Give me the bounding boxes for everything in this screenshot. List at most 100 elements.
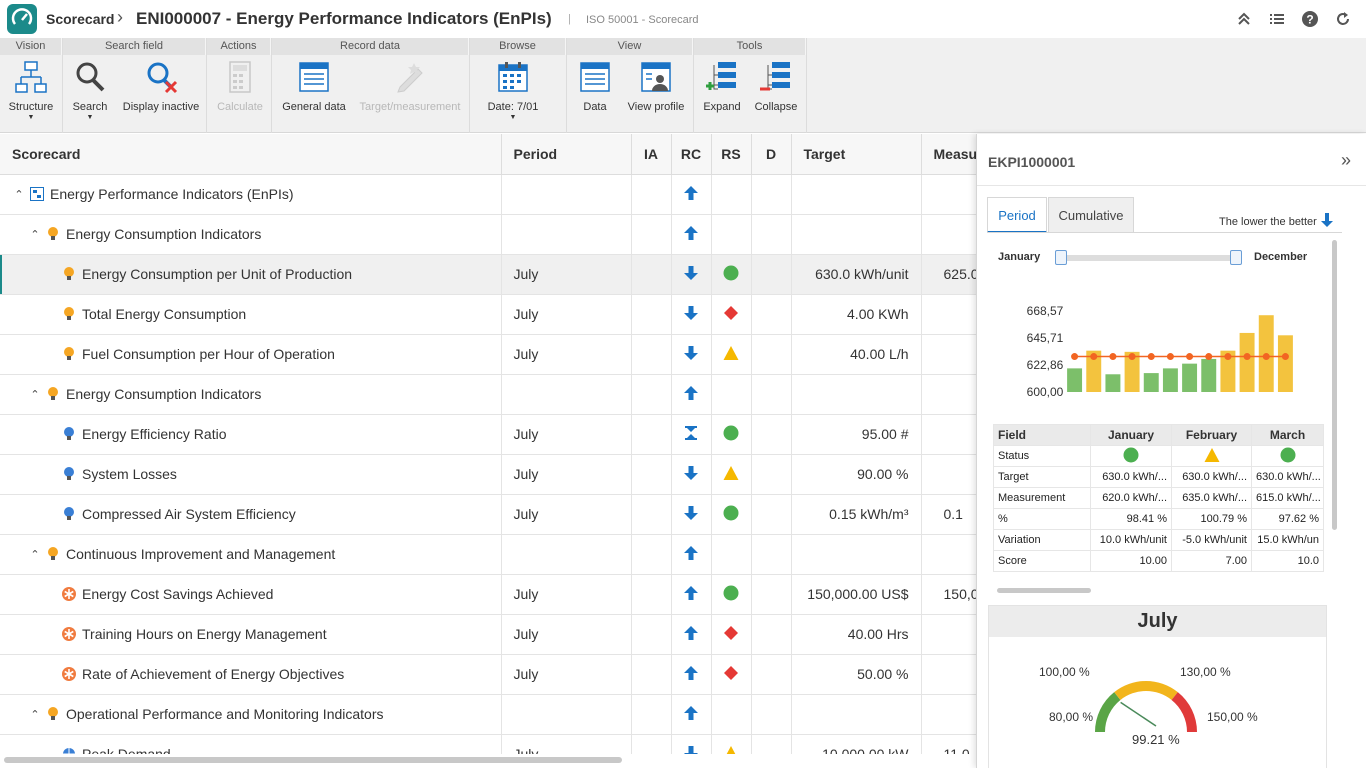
table-row[interactable]: Rate of Achievement of Energy Objectives… [0, 654, 976, 695]
breadcrumb-scorecard[interactable]: Scorecard [46, 11, 115, 27]
indicator-name[interactable]: Energy Consumption Indicators [66, 226, 262, 242]
bar-february[interactable] [1086, 350, 1102, 392]
collapse-row-icon[interactable]: ⌃ [30, 708, 40, 721]
table-row[interactable]: ⌃ Continuous Improvement and Management [0, 534, 976, 575]
target-point-october[interactable] [1243, 353, 1251, 361]
help-icon[interactable]: ? [1301, 10, 1319, 28]
indicator-name[interactable]: Continuous Improvement and Management [66, 546, 336, 562]
target-point-january[interactable] [1071, 353, 1079, 361]
scorecard-cell[interactable]: ⌃ Energy Performance Indicators (EnPIs) [0, 174, 502, 215]
list-view-icon[interactable] [1268, 10, 1286, 28]
scorecard-cell[interactable]: ⌃ Energy Consumption Indicators [0, 374, 502, 415]
column-header-ia[interactable]: IA [631, 134, 672, 175]
indicator-name[interactable]: Peak Demand [82, 746, 171, 754]
indicator-name[interactable]: Total Energy Consumption [82, 306, 247, 322]
scorecard-cell[interactable]: Energy Cost Savings Achieved [0, 574, 502, 615]
indicator-name[interactable]: Training Hours on Energy Management [82, 626, 327, 642]
scorecard-cell[interactable]: Fuel Consumption per Hour of Operation [0, 334, 502, 375]
table-row[interactable]: Compressed Air System Efficiency July 0.15… [0, 494, 976, 535]
column-header-d[interactable]: D [751, 134, 792, 175]
target-point-july[interactable] [1186, 353, 1194, 361]
collapse-row-icon[interactable]: ⌃ [30, 228, 40, 241]
scorecard-cell[interactable]: Energy Consumption per Unit of Productio… [0, 254, 502, 295]
target-point-april[interactable] [1128, 353, 1136, 361]
data-button[interactable]: Data [576, 59, 614, 113]
target-point-june[interactable] [1166, 353, 1174, 361]
column-header-measurement[interactable]: Measurement [921, 134, 976, 175]
target-measurement-button[interactable]: Target/measurement [358, 59, 462, 113]
tab-cumulative[interactable]: Cumulative [1048, 197, 1134, 233]
bar-january[interactable] [1067, 368, 1083, 392]
table-row[interactable]: ⌃ Energy Consumption Indicators [0, 214, 976, 255]
bar-august[interactable] [1201, 358, 1217, 392]
target-point-march[interactable] [1109, 353, 1117, 361]
indicator-name[interactable]: Energy Cost Savings Achieved [82, 586, 274, 602]
scorecard-cell[interactable]: ⌃ Energy Consumption Indicators [0, 214, 502, 255]
indicator-name[interactable]: System Losses [82, 466, 177, 482]
indicator-name[interactable]: Fuel Consumption per Hour of Operation [82, 346, 335, 362]
table-row[interactable]: Training Hours on Energy Management July 4… [0, 614, 976, 655]
table-row[interactable]: Energy Efficiency Ratio July 95.00 # [0, 414, 976, 455]
structure-button[interactable]: Structure ▼ [6, 59, 56, 121]
bar-june[interactable] [1162, 368, 1178, 392]
table-row[interactable]: ⌃ Operational Performance and Monitoring … [0, 694, 976, 735]
table-row[interactable]: Peak Demand July 10,000.00 kW 11,0 [0, 734, 976, 754]
view-profile-button[interactable]: View profile [625, 59, 687, 113]
target-point-february[interactable] [1090, 353, 1098, 361]
column-header-rs[interactable]: RS [711, 134, 752, 175]
expand-button[interactable]: Expand [700, 59, 744, 113]
collapse-row-icon[interactable]: ⌃ [30, 388, 40, 401]
collapse-panel-icon[interactable]: » [1341, 150, 1352, 170]
scorecard-cell[interactable]: Peak Demand [0, 734, 502, 754]
indicator-name[interactable]: Operational Performance and Monitoring I… [66, 706, 384, 722]
collapse-row-icon[interactable]: ⌃ [30, 548, 40, 561]
refresh-icon[interactable] [1334, 10, 1352, 28]
bar-may[interactable] [1143, 373, 1159, 392]
table-row[interactable]: Fuel Consumption per Hour of Operation Ju… [0, 334, 976, 375]
general-data-button[interactable]: General data [280, 59, 348, 113]
target-point-september[interactable] [1224, 353, 1232, 361]
scorecard-cell[interactable]: ⌃ Continuous Improvement and Management [0, 534, 502, 575]
scorecard-cell[interactable]: System Losses [0, 454, 502, 495]
calculate-button[interactable]: Calculate [215, 59, 265, 113]
indicator-name[interactable]: Energy Efficiency Ratio [82, 426, 227, 442]
indicator-name[interactable]: Energy Consumption Indicators [66, 386, 262, 402]
bar-april[interactable] [1124, 351, 1140, 392]
indicator-name[interactable]: Energy Performance Indicators (EnPIs) [50, 186, 294, 202]
display-inactive-button[interactable]: Display inactive [121, 59, 201, 113]
bar-july[interactable] [1182, 363, 1198, 392]
collapse-header-icon[interactable] [1235, 10, 1253, 28]
scorecard-cell[interactable]: Rate of Achievement of Energy Objectives [0, 654, 502, 695]
column-header-scorecard[interactable]: Scorecard [0, 134, 502, 175]
indicator-name[interactable]: Energy Consumption per Unit of Productio… [82, 266, 353, 282]
data-table-scrollbar[interactable] [997, 588, 1091, 593]
scorecard-cell[interactable]: Energy Efficiency Ratio [0, 414, 502, 455]
period-range-slider[interactable] [1061, 255, 1237, 261]
scorecard-cell[interactable]: ⌃ Operational Performance and Monitoring … [0, 694, 502, 735]
indicator-name[interactable]: Rate of Achievement of Energy Objectives [82, 666, 345, 682]
table-row[interactable]: System Losses July 90.00 % [0, 454, 976, 495]
slider-end-handle[interactable] [1230, 250, 1242, 265]
table-row[interactable]: Energy Cost Savings Achieved July 150,000.… [0, 574, 976, 615]
slider-start-handle[interactable] [1055, 250, 1067, 265]
panel-vertical-scrollbar[interactable] [1332, 240, 1337, 530]
target-point-may[interactable] [1147, 353, 1155, 361]
collapse-row-icon[interactable]: ⌃ [14, 188, 24, 201]
bar-september[interactable] [1220, 350, 1236, 392]
column-header-period[interactable]: Period [501, 134, 632, 175]
bar-december[interactable] [1277, 335, 1293, 392]
indicator-name[interactable]: Compressed Air System Efficiency [82, 506, 296, 522]
search-button[interactable]: Search ▼ [71, 59, 109, 121]
bar-october[interactable] [1239, 332, 1255, 392]
date-button[interactable]: Date: 7/01 ▼ [478, 59, 548, 121]
table-row[interactable]: ⌃ Energy Consumption Indicators [0, 374, 976, 415]
target-point-august[interactable] [1205, 353, 1213, 361]
collapse-button[interactable]: Collapse [752, 59, 800, 113]
table-row[interactable]: Total Energy Consumption July 4.00 KWh [0, 294, 976, 335]
target-point-december[interactable] [1281, 353, 1289, 361]
scorecard-cell[interactable]: Compressed Air System Efficiency [0, 494, 502, 535]
bar-march[interactable] [1105, 374, 1121, 392]
column-header-rc[interactable]: RC [671, 134, 712, 175]
target-point-november[interactable] [1262, 353, 1270, 361]
column-header-target[interactable]: Target [791, 134, 922, 175]
